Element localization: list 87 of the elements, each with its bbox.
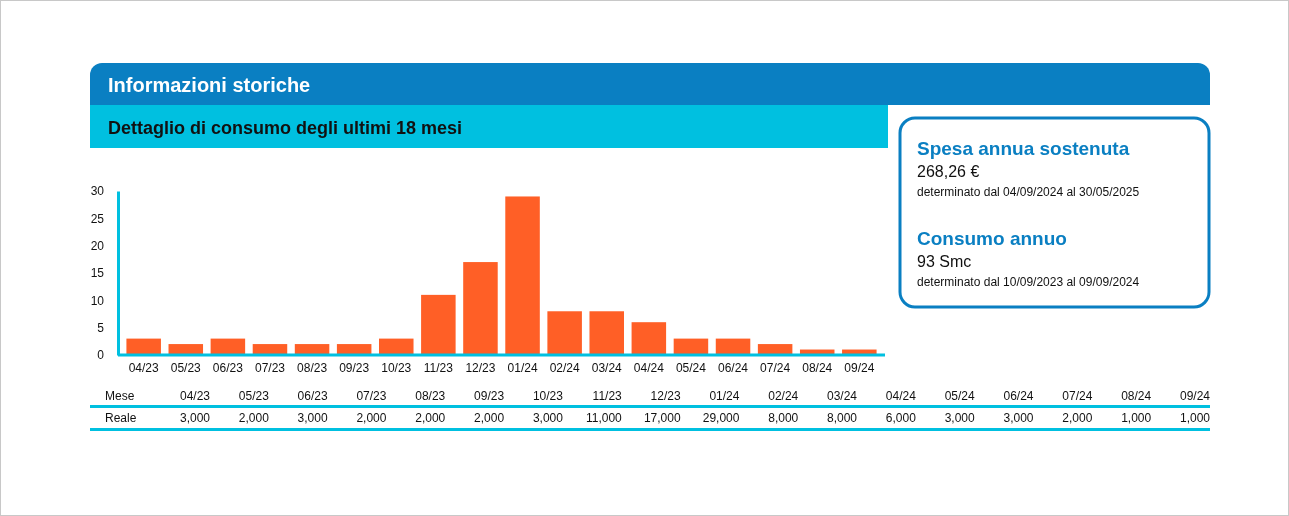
bar bbox=[757, 344, 793, 355]
text: 2,000 bbox=[356, 411, 387, 425]
chart-subtitle: Dettaglio di consumo degli ultimi 18 mesi bbox=[108, 118, 463, 138]
text: 3,000 bbox=[532, 411, 564, 425]
text: determinato dal 10/09/2023 al 09/09/2024 bbox=[917, 275, 1140, 289]
x-tick-label: 04/23 bbox=[128, 360, 160, 375]
text: 2,000 bbox=[415, 411, 446, 425]
x-tick-label: 08/24 bbox=[802, 360, 833, 375]
text: 17,000 bbox=[643, 411, 681, 425]
bar bbox=[294, 344, 330, 355]
text: 1,000 bbox=[1179, 411, 1211, 425]
text: 04/24 bbox=[885, 389, 917, 403]
x-tick-label: 05/24 bbox=[675, 360, 707, 375]
text: 29,000 bbox=[702, 411, 740, 425]
bar bbox=[505, 196, 540, 355]
text: 08/24 bbox=[1121, 389, 1152, 403]
text: determinato dal 04/09/2024 al 30/05/2025 bbox=[917, 185, 1140, 199]
text: 09/23 bbox=[474, 389, 505, 403]
text: 05/23 bbox=[238, 389, 270, 403]
text: 06/23 bbox=[297, 389, 328, 403]
y-tick-label: 15 bbox=[90, 266, 105, 281]
bar bbox=[379, 338, 414, 355]
x-tick-label: 05/23 bbox=[170, 360, 202, 375]
text: 8,000 bbox=[827, 411, 858, 425]
bar bbox=[168, 344, 204, 355]
text: 08/23 bbox=[415, 389, 446, 403]
x-tick-label: 04/24 bbox=[633, 360, 665, 375]
text: 03/24 bbox=[827, 389, 858, 403]
text: 3,000 bbox=[179, 411, 211, 425]
y-tick-label: 25 bbox=[90, 211, 105, 226]
text: Spesa annua sostenuta bbox=[917, 138, 1130, 159]
text: 6,000 bbox=[885, 411, 917, 425]
text: 04/23 bbox=[179, 389, 211, 403]
text: 12/23 bbox=[650, 389, 681, 403]
text: 07/24 bbox=[1062, 389, 1093, 403]
x-tick-label: 07/24 bbox=[760, 360, 791, 375]
text: 01/24 bbox=[709, 389, 740, 403]
x-tick-label: 06/23 bbox=[212, 360, 244, 375]
text: 3,000 bbox=[297, 411, 328, 425]
bar bbox=[589, 311, 624, 355]
text: 2,000 bbox=[238, 411, 270, 425]
chart-title: Informazioni storiche bbox=[108, 74, 311, 96]
x-tick-label: 09/23 bbox=[339, 360, 370, 375]
text: Reale bbox=[105, 411, 137, 425]
bar bbox=[421, 294, 456, 355]
x-tick-label: 02/24 bbox=[549, 360, 580, 375]
x-tick-label: 01/24 bbox=[507, 360, 538, 375]
text: 02/24 bbox=[768, 389, 799, 403]
x-tick-label: 12/23 bbox=[465, 360, 496, 375]
x-tick-label: 11/23 bbox=[423, 360, 454, 375]
bar bbox=[252, 344, 288, 355]
x-tick-label: 10/23 bbox=[381, 360, 412, 375]
text: 11,000 bbox=[585, 411, 623, 425]
bar bbox=[547, 311, 582, 355]
x-tick-label: 08/23 bbox=[297, 360, 328, 375]
bar bbox=[715, 338, 751, 355]
text: 268,26 € bbox=[917, 163, 980, 180]
x-tick-label: 03/24 bbox=[591, 360, 623, 375]
y-tick-label: 30 bbox=[90, 184, 105, 199]
bar bbox=[631, 322, 667, 355]
text: 07/23 bbox=[356, 389, 387, 403]
text: 06/24 bbox=[1003, 389, 1034, 403]
x-tick-label: 09/24 bbox=[844, 360, 875, 375]
bar bbox=[210, 338, 246, 355]
bar bbox=[673, 338, 709, 355]
text: 93 Smc bbox=[917, 253, 972, 270]
bar bbox=[463, 262, 498, 355]
text: 2,000 bbox=[1062, 411, 1093, 425]
text: 1,000 bbox=[1121, 411, 1152, 425]
text: 05/24 bbox=[944, 389, 976, 403]
y-tick-label: 0 bbox=[97, 348, 105, 363]
text: 10/23 bbox=[532, 389, 564, 403]
bar bbox=[126, 338, 161, 355]
text: 8,000 bbox=[768, 411, 799, 425]
y-tick-label: 10 bbox=[90, 293, 105, 308]
text: Mese bbox=[105, 389, 135, 403]
y-tick-label: 20 bbox=[90, 239, 105, 254]
x-tick-label: 06/24 bbox=[718, 360, 749, 375]
text: 09/24 bbox=[1179, 389, 1211, 403]
text: 3,000 bbox=[1003, 411, 1034, 425]
bar bbox=[336, 344, 372, 355]
y-tick-label: 5 bbox=[97, 321, 105, 336]
x-tick-label: 07/23 bbox=[254, 360, 286, 375]
text: 2,000 bbox=[474, 411, 505, 425]
text: 3,000 bbox=[944, 411, 976, 425]
text: 11/23 bbox=[592, 389, 623, 403]
text: Consumo annuo bbox=[917, 228, 1067, 249]
